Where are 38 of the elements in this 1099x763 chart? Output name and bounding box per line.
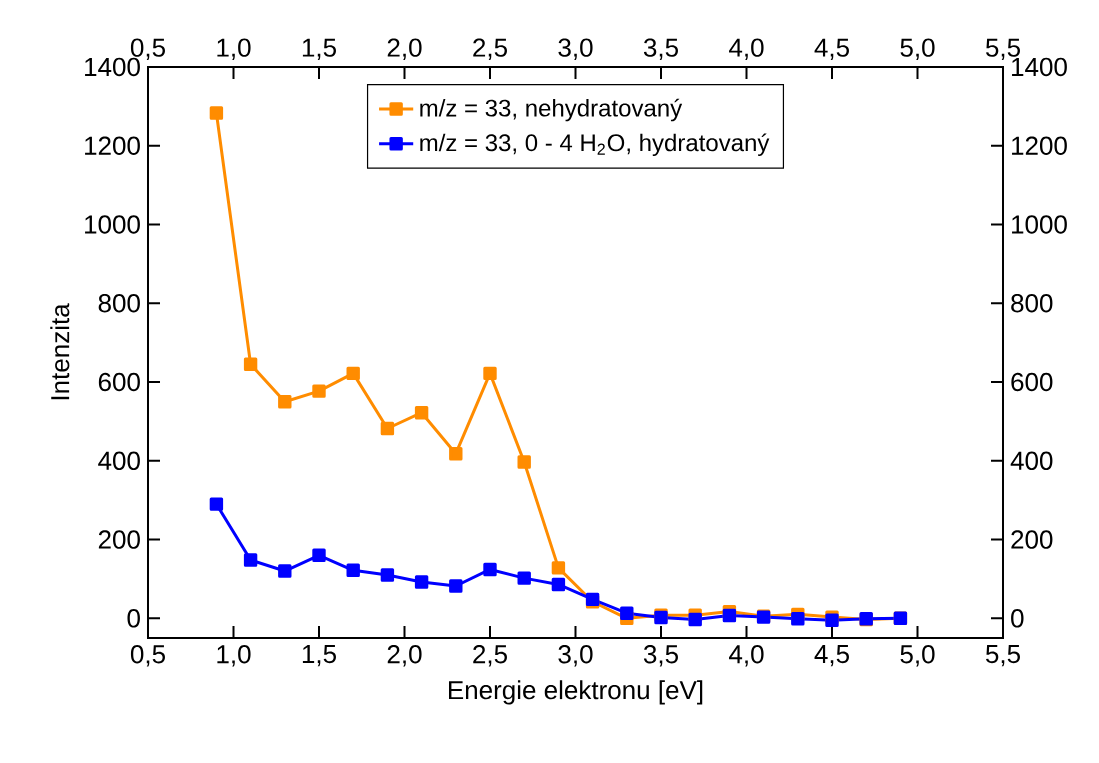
y2-tick-label: 1000: [1012, 215, 1067, 234]
x-tick-label: 2,0: [387, 645, 422, 667]
x-tick-label: 0,5: [130, 645, 165, 667]
x-tick-label: 4,0: [729, 645, 764, 667]
legend-label: m/z = 33, nehydratovaný: [420, 98, 683, 122]
y2-tick-label: 1200: [1012, 136, 1067, 155]
x-tick-label: 4,5: [814, 645, 849, 667]
x-tick-label: 5,5: [985, 645, 1020, 667]
x-axis-title: Energie elektronu [eV]: [449, 680, 703, 705]
y2-tick-label: 200: [1011, 530, 1053, 549]
y-tick-label: 200: [98, 530, 140, 549]
x2-tick-label: 3,5: [643, 38, 678, 60]
y2-tick-label: 0: [1011, 609, 1024, 628]
x2-tick-label: 2,5: [473, 38, 507, 60]
y-tick-label: 800: [98, 294, 140, 313]
x-tick-label: 2,5: [473, 645, 507, 667]
y-tick-label: 1200: [85, 136, 140, 155]
x-tick-label: 5,0: [900, 645, 935, 667]
y-tick-label: 600: [98, 372, 140, 392]
y-axis-title: Intenzita: [50, 303, 70, 400]
y2-tick-label: 800: [1011, 294, 1053, 313]
y2-tick-label: 400: [1010, 451, 1053, 470]
x2-tick-label: 4,0: [729, 38, 764, 60]
x-tick-label: 3,5: [643, 645, 678, 667]
y-tick-label: 400: [98, 451, 140, 470]
y-tick-label: 1000: [85, 215, 140, 234]
legend-label: m/z = 33, 0 - 4 H$_{2}$O, hydratovaný: [420, 133, 770, 157]
x-tick-label: 3,0: [558, 645, 593, 667]
x2-tick-label: 1,0: [217, 38, 251, 60]
x2-tick-label: 4,5: [814, 38, 849, 60]
x-tick-label: 1,5: [302, 645, 336, 667]
x2-tick-label: 5,0: [900, 38, 935, 60]
y-tick-label: 0: [127, 609, 140, 628]
x2-tick-label: 1,5: [302, 38, 336, 60]
y2-tick-label: 600: [1011, 372, 1053, 392]
x2-tick-label: 3,0: [558, 38, 593, 60]
x2-tick-label: 2,0: [387, 38, 422, 60]
x-tick-label: 1,0: [217, 645, 251, 667]
